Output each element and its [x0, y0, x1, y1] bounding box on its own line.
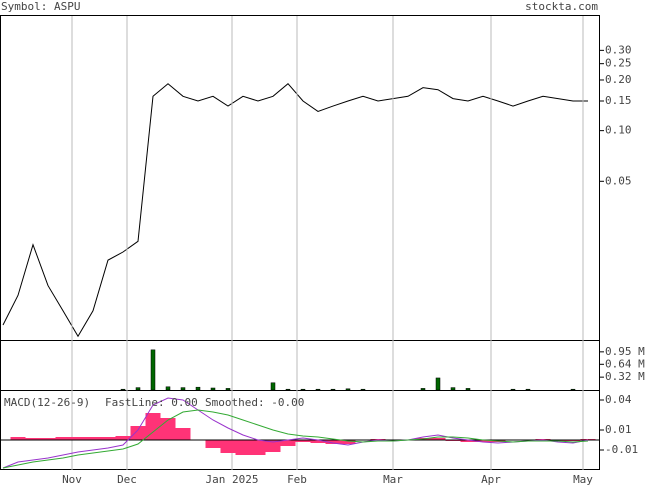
x-tick-label: Jan 2025 [206, 473, 259, 486]
volume-bar [135, 387, 141, 391]
volume-bar [465, 388, 471, 391]
x-tick-label: Dec [117, 473, 137, 486]
volume-bar [345, 388, 351, 391]
histogram-bar [100, 437, 116, 440]
volume-bar [435, 377, 441, 391]
volume-bar [510, 388, 516, 391]
volume-bar [525, 388, 531, 391]
histogram-bar [25, 438, 41, 440]
volume-bar [195, 386, 201, 391]
frame [0, 15, 600, 470]
symbol: Symbol: ASPU [1, 0, 80, 13]
x-tick-label: Mar [383, 473, 403, 486]
y-tick-label: -0.01 [605, 443, 638, 456]
histogram-bar [280, 440, 296, 446]
volume-bar [270, 382, 276, 391]
histogram-bar [130, 426, 146, 440]
histogram-bar [460, 440, 476, 442]
volume-bar [315, 388, 321, 391]
histogram-bar [85, 437, 101, 440]
volume-bar [120, 388, 126, 391]
y-tick-label: 0.20 [605, 73, 632, 86]
histogram-bar [160, 418, 176, 440]
histogram-bar [175, 428, 191, 440]
histogram-bar [220, 440, 236, 453]
x-tick-label: Feb [287, 473, 307, 486]
volume-bar [360, 388, 366, 391]
histogram-bar [325, 440, 341, 444]
volume-bar [210, 387, 216, 391]
volume-bar [420, 388, 426, 391]
histogram-bar [55, 437, 71, 440]
x-tick-label: May [573, 473, 593, 486]
volume-bar [285, 388, 291, 391]
histogram-bar [250, 440, 266, 455]
y-tick-label: 0.10 [605, 124, 632, 137]
legend-entry: FastLine: 0.00 [105, 396, 198, 409]
histogram-bar [265, 440, 281, 452]
volume-bar [165, 386, 171, 391]
histogram-bar [340, 440, 356, 444]
y-tick-label: 0.64 M [605, 357, 645, 370]
histogram-bar [235, 440, 251, 455]
histogram-bar [295, 440, 311, 442]
volume-bar [300, 388, 306, 391]
y-tick-label: 0.04 [605, 393, 632, 406]
y-tick-label: 0.32 M [605, 370, 645, 383]
volume-bar [330, 388, 336, 391]
y-tick-label: 0.30 [605, 43, 632, 56]
histogram-bar [310, 440, 326, 443]
volume-bar [570, 388, 576, 391]
macd-line [2, 397, 589, 469]
volume-bar [225, 388, 231, 391]
volume-bar [450, 387, 456, 391]
y-tick-label: 0.25 [605, 57, 632, 70]
y-tick-label: 0.05 [605, 174, 632, 187]
macd-line [2, 409, 589, 469]
histogram-bar [475, 440, 491, 442]
histogram-bar [10, 437, 26, 440]
y-tick-label: 0.95 M [605, 345, 645, 358]
legend-entry: Smoothed: -0.00 [205, 396, 304, 409]
site: stockta.com [525, 0, 598, 13]
volume-bar [180, 387, 186, 391]
y-tick-label: 0.01 [605, 423, 632, 436]
histogram-bar [205, 440, 221, 448]
x-tick-label: Nov [62, 473, 82, 486]
macd-title: MACD(12-26-9) [4, 396, 90, 409]
histogram-bar [40, 438, 56, 440]
x-tick-label: Apr [481, 473, 501, 486]
histogram-bar [115, 436, 131, 440]
histogram-bar [430, 438, 446, 440]
volume-bar [150, 349, 156, 391]
histogram-bar [70, 437, 86, 440]
y-tick-label: 0.15 [605, 94, 632, 107]
histogram-bar [145, 413, 161, 440]
